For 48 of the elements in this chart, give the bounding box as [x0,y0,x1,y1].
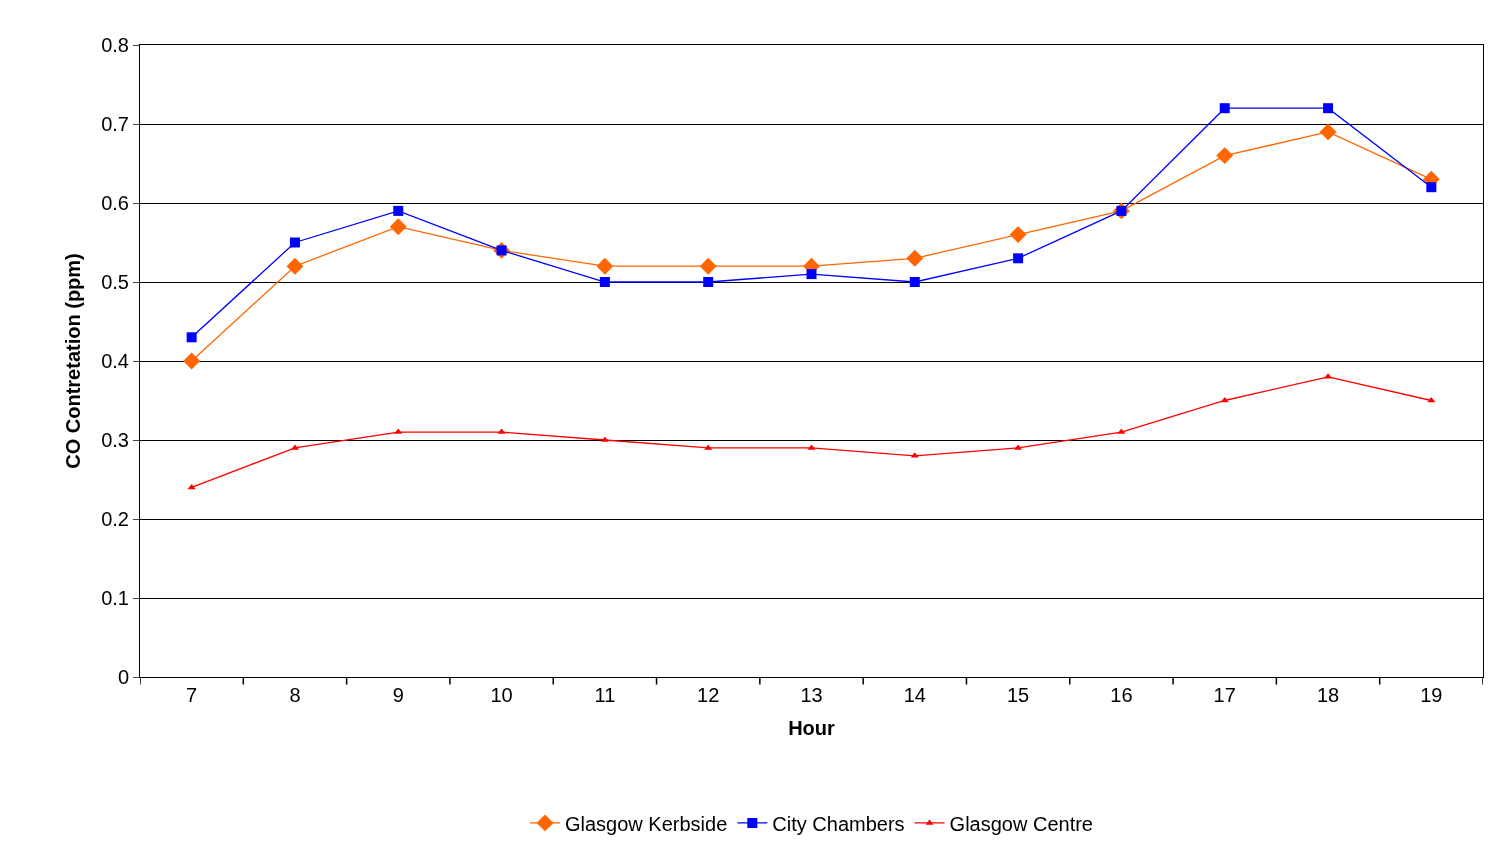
point [703,277,714,287]
point [1426,182,1437,193]
point [1219,103,1230,114]
point [599,277,610,287]
point [906,249,924,267]
x-tick-label: 10 [490,684,513,706]
point [1013,253,1024,264]
x-tick-label: 9 [392,684,404,706]
x-tick-label: 13 [800,684,823,706]
x-tick-label: 8 [289,684,301,706]
point [187,483,196,490]
legend-label: City Chambers [772,812,905,835]
x-tick-label: 19 [1420,684,1443,706]
x-tick-label: 11 [594,684,616,706]
y-tick-label: 0.6 [101,192,129,214]
x-tick-label: 17 [1213,684,1236,706]
legend-label: Glasgow Kerbside [565,812,728,835]
point [389,218,407,236]
x-tick-label: 16 [1110,684,1133,706]
point [289,237,300,248]
y-tick-label: 0.5 [101,271,129,293]
point [909,277,920,287]
point [1216,147,1234,165]
y-tick-label: 0.7 [101,113,129,135]
point [1319,123,1337,141]
y-tick-label: 0 [117,666,129,688]
x-tick-label: 12 [697,684,720,706]
x-tick-label: 18 [1316,684,1340,706]
y-tick-label: 0.2 [101,508,129,530]
x-tick-label: 7 [186,684,198,706]
point [1009,226,1027,244]
point [1323,103,1334,114]
legend-label: Glasgow Centre [949,812,1093,835]
point [393,205,404,216]
point [806,269,817,280]
point [183,352,201,370]
x-tick-label: 15 [1006,684,1030,706]
y-tick-label: 0.8 [101,34,129,56]
x-tick-label: 14 [903,684,926,706]
y-axis-title: CO Contretation (ppm) [61,253,84,469]
x-axis-title: Hour [788,716,836,739]
y-tick-label: 0.1 [101,587,129,609]
point [286,257,304,275]
point [596,257,614,275]
point [699,257,717,275]
point [186,332,197,343]
y-tick-label: 0.3 [101,429,129,451]
y-tick-label: 0.4 [101,350,129,372]
